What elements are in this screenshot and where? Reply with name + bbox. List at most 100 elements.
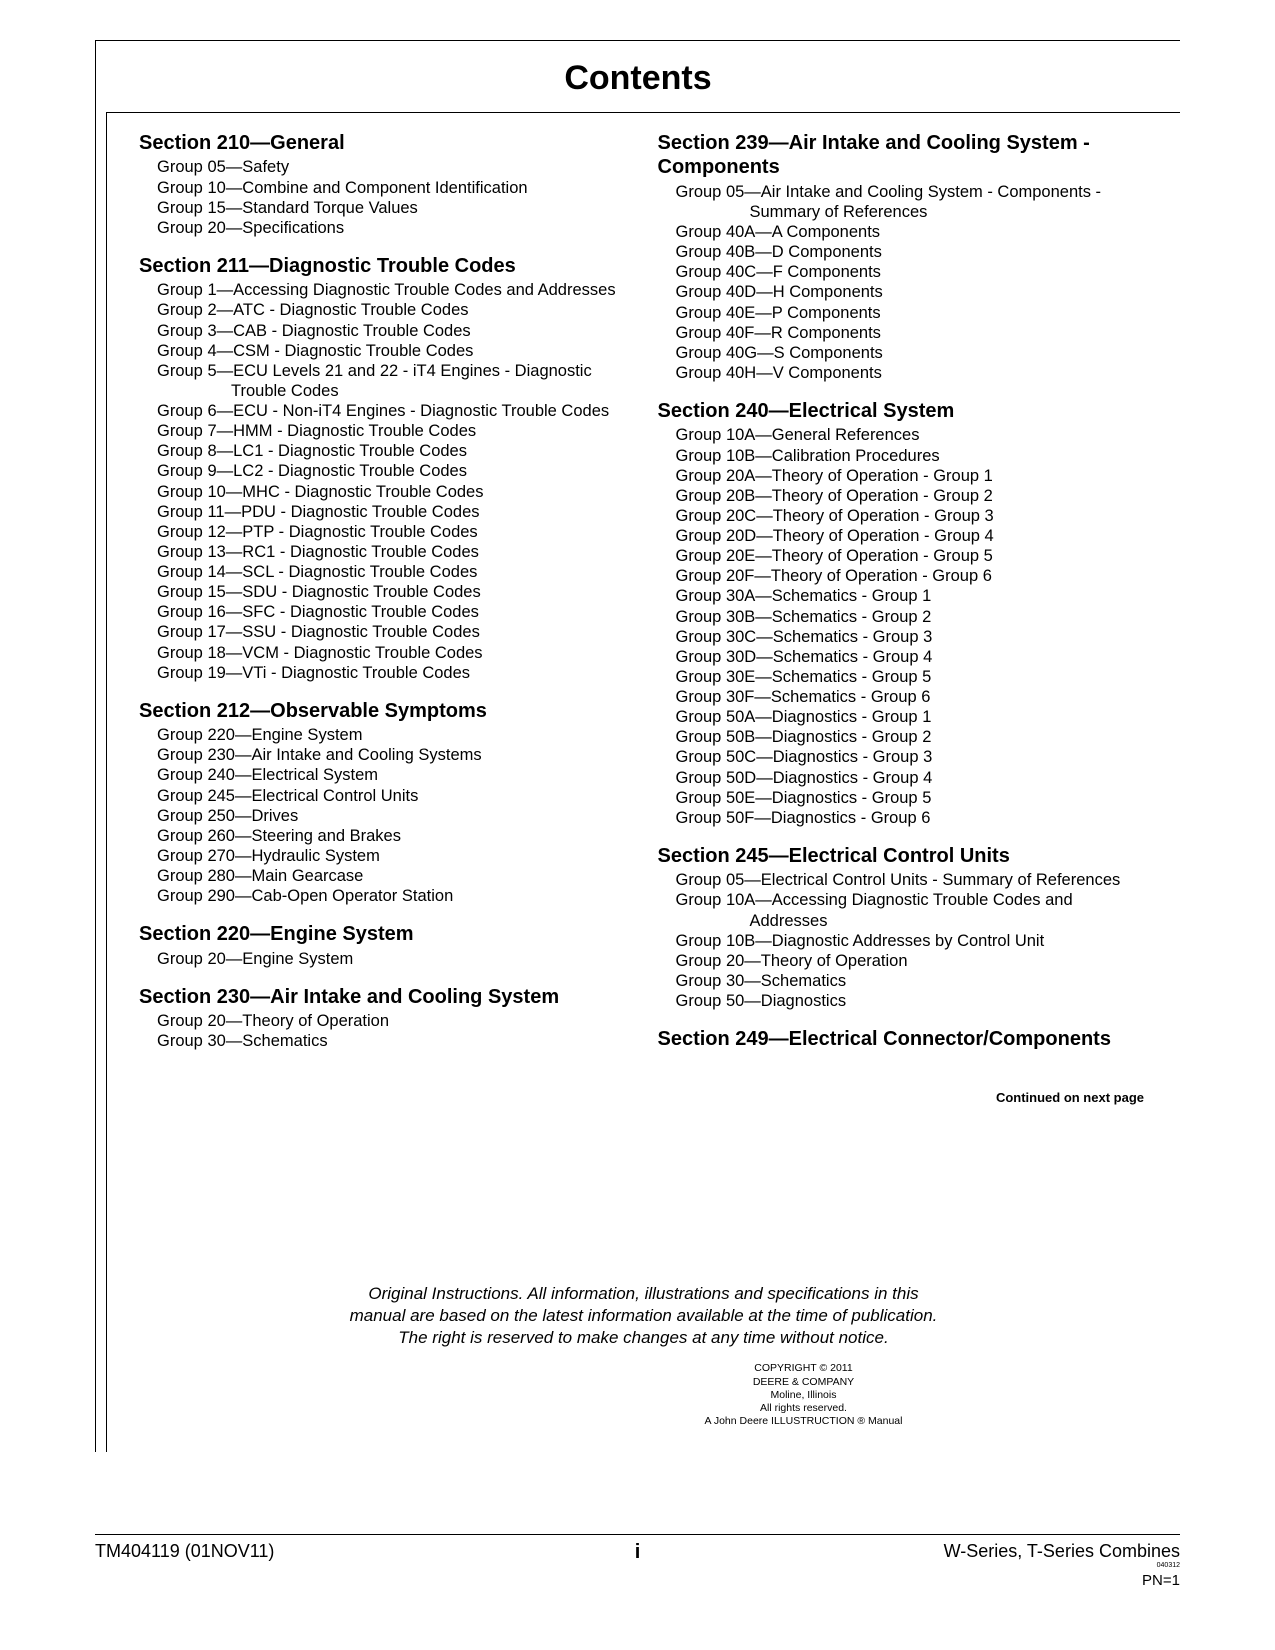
copyright-line: A John Deere ILLUSTRUCTION ® Manual: [705, 1415, 903, 1427]
group-item: Group 30D—Schematics - Group 4: [676, 647, 1149, 667]
group-item: Group 40H—V Components: [676, 363, 1149, 383]
section-title: Section 220—Engine System: [139, 922, 630, 946]
group-item: Group 1—Accessing Diagnostic Trouble Cod…: [157, 280, 630, 300]
group-item: Group 10B—Calibration Procedures: [676, 446, 1149, 466]
group-item: Group 50C—Diagnostics - Group 3: [676, 747, 1149, 767]
group-item: Group 30C—Schematics - Group 3: [676, 627, 1149, 647]
group-item: Group 4—CSM - Diagnostic Trouble Codes: [157, 341, 630, 361]
footer-left: TM404119 (01NOV11): [95, 1541, 623, 1562]
group-item: Group 10—MHC - Diagnostic Trouble Codes: [157, 482, 630, 502]
footer-page-number: i: [623, 1541, 653, 1564]
group-item: Group 40C—F Components: [676, 262, 1149, 282]
section-title: Section 245—Electrical Control Units: [658, 844, 1149, 868]
group-item: Group 20—Theory of Operation: [676, 951, 1149, 971]
notice-line: manual are based on the latest informati…: [350, 1306, 938, 1325]
copyright-block: COPYRIGHT © 2011 DEERE & COMPANY Moline,…: [427, 1362, 1180, 1428]
group-item: Group 40D—H Components: [676, 282, 1149, 302]
notice-line: Original Instructions. All information, …: [368, 1284, 918, 1303]
footer-pn: PN=1: [1142, 1572, 1180, 1589]
group-item: Group 30B—Schematics - Group 2: [676, 607, 1149, 627]
group-item: Group 240—Electrical System: [157, 765, 630, 785]
group-item: Group 05—Safety: [157, 157, 630, 177]
group-item: Group 40G—S Components: [676, 343, 1149, 363]
group-item: Group 20F—Theory of Operation - Group 6: [676, 566, 1149, 586]
group-item: Group 12—PTP - Diagnostic Trouble Codes: [157, 522, 630, 542]
group-item: Group 10A—Accessing Diagnostic Trouble C…: [676, 890, 1149, 930]
section-title: Section 239—Air Intake and Cooling Syste…: [658, 131, 1149, 180]
group-item: Group 16—SFC - Diagnostic Trouble Codes: [157, 602, 630, 622]
group-item: Group 8—LC1 - Diagnostic Trouble Codes: [157, 441, 630, 461]
group-item: Group 290—Cab-Open Operator Station: [157, 886, 630, 906]
section-title: Section 230—Air Intake and Cooling Syste…: [139, 985, 630, 1009]
group-item: Group 250—Drives: [157, 806, 630, 826]
group-list: Group 20—Engine System: [139, 949, 630, 969]
group-item: Group 50D—Diagnostics - Group 4: [676, 768, 1149, 788]
group-item: Group 3—CAB - Diagnostic Trouble Codes: [157, 321, 630, 341]
group-item: Group 220—Engine System: [157, 725, 630, 745]
toc-section: Section 210—GeneralGroup 05—SafetyGroup …: [139, 131, 630, 238]
group-item: Group 6—ECU - Non-iT4 Engines - Diagnost…: [157, 401, 630, 421]
page-frame: Contents Section 210—GeneralGroup 05—Saf…: [95, 40, 1180, 1452]
group-item: Group 30A—Schematics - Group 1: [676, 586, 1149, 606]
group-item: Group 50F—Diagnostics - Group 6: [676, 808, 1149, 828]
group-list: Group 220—Engine SystemGroup 230—Air Int…: [139, 725, 630, 906]
group-list: Group 1—Accessing Diagnostic Trouble Cod…: [139, 280, 630, 683]
group-list: Group 05—Air Intake and Cooling System -…: [658, 182, 1149, 383]
columns: Section 210—GeneralGroup 05—SafetyGroup …: [139, 131, 1148, 1105]
right-column: Section 239—Air Intake and Cooling Syste…: [658, 131, 1149, 1105]
notice-line: The right is reserved to make changes at…: [398, 1328, 888, 1347]
copyright-line: All rights reserved.: [760, 1402, 847, 1414]
group-item: Group 20A—Theory of Operation - Group 1: [676, 466, 1149, 486]
page-footer: TM404119 (01NOV11) i W-Series, T-Series …: [95, 1534, 1180, 1590]
section-title: Section 212—Observable Symptoms: [139, 699, 630, 723]
group-item: Group 11—PDU - Diagnostic Trouble Codes: [157, 502, 630, 522]
group-item: Group 13—RC1 - Diagnostic Trouble Codes: [157, 542, 630, 562]
group-item: Group 20C—Theory of Operation - Group 3: [676, 506, 1149, 526]
group-item: Group 10B—Diagnostic Addresses by Contro…: [676, 931, 1149, 951]
group-list: Group 20—Theory of OperationGroup 30—Sch…: [139, 1011, 630, 1051]
notice-text: Original Instructions. All information, …: [107, 1283, 1180, 1348]
group-item: Group 10—Combine and Component Identific…: [157, 178, 630, 198]
page-title: Contents: [96, 59, 1180, 98]
group-item: Group 20—Engine System: [157, 949, 630, 969]
group-item: Group 260—Steering and Brakes: [157, 826, 630, 846]
group-item: Group 15—Standard Torque Values: [157, 198, 630, 218]
toc-section: Section 212—Observable SymptomsGroup 220…: [139, 699, 630, 907]
copyright-line: COPYRIGHT © 2011: [754, 1362, 852, 1374]
group-item: Group 30—Schematics: [157, 1031, 630, 1051]
content-frame: Section 210—GeneralGroup 05—SafetyGroup …: [106, 112, 1180, 1452]
group-item: Group 40A—A Components: [676, 222, 1149, 242]
group-item: Group 7—HMM - Diagnostic Trouble Codes: [157, 421, 630, 441]
group-item: Group 9—LC2 - Diagnostic Trouble Codes: [157, 461, 630, 481]
left-column: Section 210—GeneralGroup 05—SafetyGroup …: [139, 131, 630, 1105]
group-item: Group 30E—Schematics - Group 5: [676, 667, 1149, 687]
footer-series: W-Series, T-Series Combines: [944, 1541, 1180, 1561]
title-block: Contents: [96, 41, 1180, 112]
group-item: Group 20—Specifications: [157, 218, 630, 238]
toc-section: Section 239—Air Intake and Cooling Syste…: [658, 131, 1149, 383]
copyright-line: Moline, Illinois: [771, 1389, 837, 1401]
section-title: Section 240—Electrical System: [658, 399, 1149, 423]
group-item: Group 05—Air Intake and Cooling System -…: [676, 182, 1149, 222]
group-item: Group 20D—Theory of Operation - Group 4: [676, 526, 1149, 546]
group-item: Group 05—Electrical Control Units - Summ…: [676, 870, 1149, 890]
group-item: Group 50A—Diagnostics - Group 1: [676, 707, 1149, 727]
group-item: Group 14—SCL - Diagnostic Trouble Codes: [157, 562, 630, 582]
footer-tiny-code: 040312: [652, 1562, 1180, 1569]
group-list: Group 05—Electrical Control Units - Summ…: [658, 870, 1149, 1011]
group-item: Group 20B—Theory of Operation - Group 2: [676, 486, 1149, 506]
group-item: Group 20E—Theory of Operation - Group 5: [676, 546, 1149, 566]
group-item: Group 17—SSU - Diagnostic Trouble Codes: [157, 622, 630, 642]
section-title: Section 210—General: [139, 131, 630, 155]
group-item: Group 2—ATC - Diagnostic Trouble Codes: [157, 300, 630, 320]
group-item: Group 40B—D Components: [676, 242, 1149, 262]
toc-section: Section 220—Engine System Group 20—Engine…: [139, 922, 630, 969]
group-item: Group 19—VTi - Diagnostic Trouble Codes: [157, 663, 630, 683]
group-item: Group 30F—Schematics - Group 6: [676, 687, 1149, 707]
group-item: Group 230—Air Intake and Cooling Systems: [157, 745, 630, 765]
group-item: Group 50—Diagnostics: [676, 991, 1149, 1011]
group-item: Group 5—ECU Levels 21 and 22 - iT4 Engin…: [157, 361, 630, 401]
group-list: Group 05—SafetyGroup 10—Combine and Comp…: [139, 157, 630, 238]
group-item: Group 50B—Diagnostics - Group 2: [676, 727, 1149, 747]
group-item: Group 40E—P Components: [676, 303, 1149, 323]
